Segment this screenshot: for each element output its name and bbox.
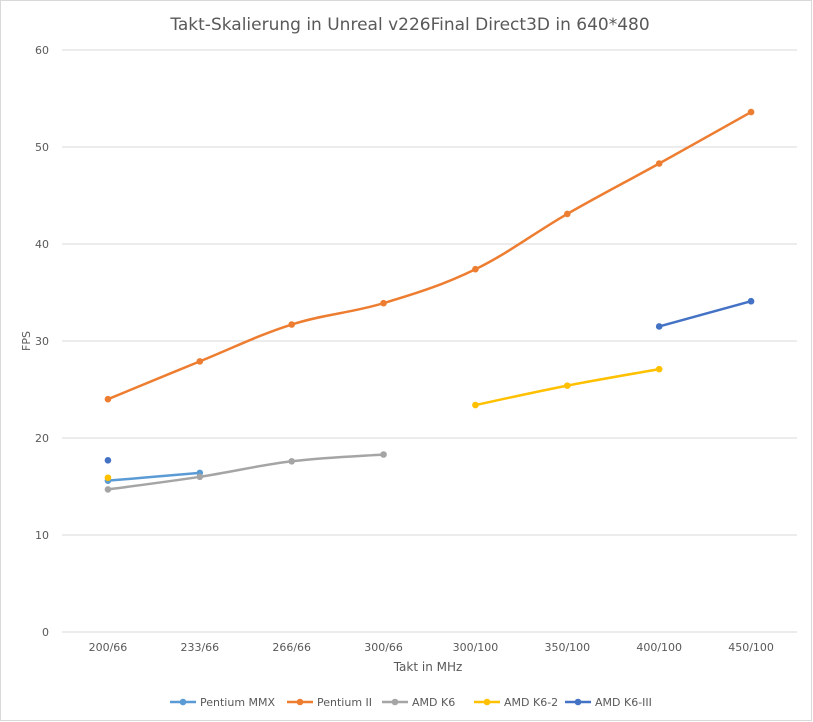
legend-item: Pentium II xyxy=(287,696,372,709)
data-point xyxy=(104,486,112,493)
data-point xyxy=(288,457,295,465)
series-line xyxy=(106,453,385,491)
series-lines xyxy=(104,108,755,493)
legend-label: Pentium II xyxy=(317,696,372,709)
legend-marker xyxy=(179,698,187,706)
legend: Pentium MMX Pentium II AMD K6 AMD K6-2 AMD K… xyxy=(170,696,652,709)
data-point xyxy=(288,321,295,328)
data-point xyxy=(104,395,112,403)
y-tick-label: 0 xyxy=(42,626,49,639)
x-axis-label: Takt in MHz xyxy=(393,660,463,674)
y-tick-label: 30 xyxy=(35,335,49,348)
legend-label: Pentium MMX xyxy=(200,696,276,709)
legend-label: AMD K6 xyxy=(412,696,455,709)
legend-item: AMD K6-III xyxy=(565,696,652,709)
x-axis-tick-labels: 200/66 233/66 266/66 300/66 300/100 350/100 40… xyxy=(89,641,774,654)
data-point xyxy=(104,474,112,482)
legend-label: AMD K6-2 xyxy=(504,696,558,709)
legend-marker xyxy=(483,698,491,706)
series-pentium-ii xyxy=(104,108,755,403)
data-point xyxy=(104,457,112,464)
y-tick-label: 40 xyxy=(35,238,49,251)
data-point xyxy=(196,358,204,365)
data-point xyxy=(196,473,204,481)
x-tick-label: 300/100 xyxy=(453,641,499,654)
grid-lines xyxy=(62,49,797,633)
series-amd-k6 xyxy=(104,451,387,493)
legend-marker xyxy=(296,698,304,706)
series-line xyxy=(657,299,753,328)
data-point xyxy=(655,323,663,330)
y-tick-label: 50 xyxy=(35,141,49,154)
data-point xyxy=(472,265,479,273)
y-tick-label: 10 xyxy=(35,529,49,542)
series-amd-k6-2 xyxy=(104,365,663,482)
data-point xyxy=(564,210,571,218)
series-pentium-mmx xyxy=(104,469,204,484)
legend-item: Pentium MMX xyxy=(170,696,276,709)
data-point xyxy=(472,401,479,409)
legend-label: AMD K6-III xyxy=(595,696,652,709)
legend-item: AMD K6 xyxy=(382,696,455,709)
chart-title: Takt-Skalierung in Unreal v226Final Dire… xyxy=(169,15,649,35)
data-point xyxy=(380,451,387,458)
data-point xyxy=(380,299,387,307)
x-tick-label: 266/66 xyxy=(272,641,311,654)
x-tick-label: 233/66 xyxy=(180,641,219,654)
x-tick-label: 350/100 xyxy=(544,641,590,654)
data-point xyxy=(747,297,755,305)
x-tick-label: 300/66 xyxy=(364,641,403,654)
legend-marker xyxy=(391,698,399,706)
data-point xyxy=(564,382,571,389)
y-tick-label: 60 xyxy=(35,44,49,57)
data-point xyxy=(747,108,755,116)
legend-item: AMD K6-2 xyxy=(474,696,558,709)
series-line xyxy=(106,110,753,401)
y-tick-label: 20 xyxy=(35,432,49,445)
x-tick-label: 400/100 xyxy=(636,641,682,654)
series-line xyxy=(106,471,202,482)
y-axis-label: FPS xyxy=(20,331,33,351)
data-point xyxy=(655,365,663,373)
x-tick-label: 200/66 xyxy=(89,641,128,654)
series-amd-k6-iii xyxy=(104,297,755,464)
y-axis-tick-labels: 0 10 20 30 40 50 60 xyxy=(35,44,49,639)
legend-marker xyxy=(574,698,582,706)
x-tick-label: 450/100 xyxy=(728,641,774,654)
data-point xyxy=(655,160,663,167)
